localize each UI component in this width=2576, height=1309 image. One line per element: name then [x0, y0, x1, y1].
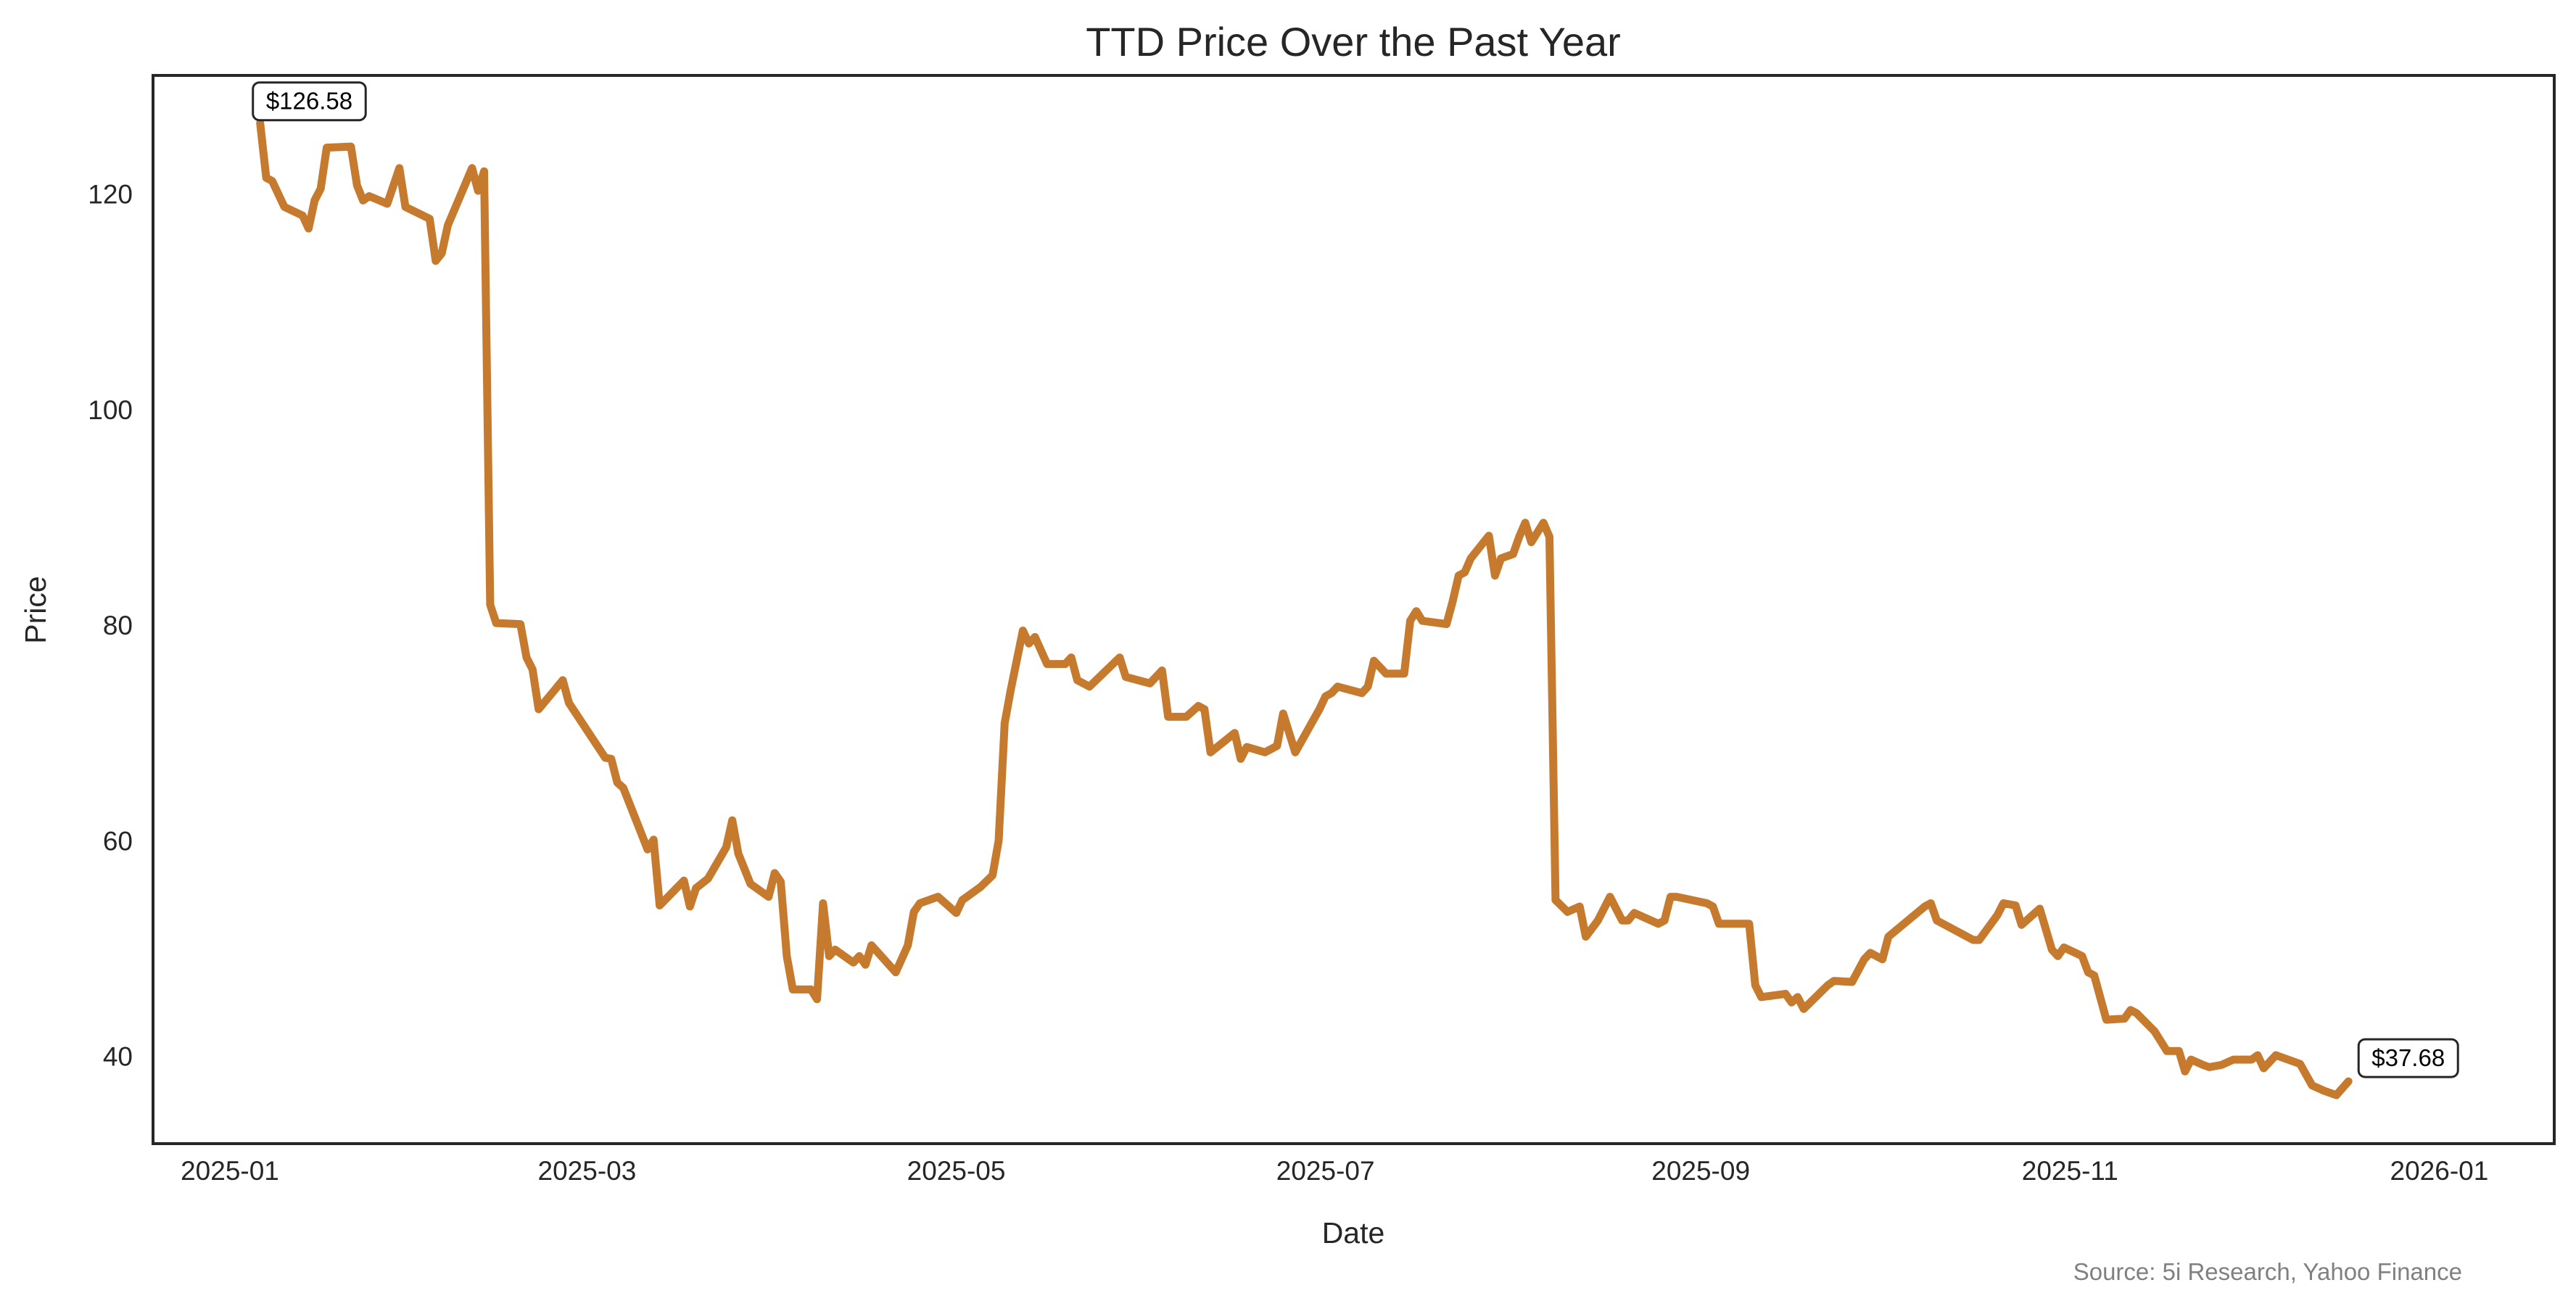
- annotation-end-price: $37.68: [2357, 1038, 2459, 1078]
- x-axis-ticks: 2025-01 2025-03 2025-05 2025-07 2025-09 2025-…: [181, 1156, 2488, 1186]
- y-tick-label: 80: [103, 611, 133, 640]
- x-tick-label: 2025-05: [907, 1156, 1006, 1186]
- chart-title: TTD Price Over the Past Year: [1086, 19, 1621, 65]
- source-note: Source: 5i Research, Yahoo Finance: [2073, 1258, 2462, 1285]
- annotation-label: $37.68: [2371, 1044, 2445, 1071]
- annotation-box: [2357, 1038, 2459, 1078]
- annotations-layer: $126.58 $37.68: [252, 81, 2459, 1078]
- x-tick-label: 2025-09: [1651, 1156, 1750, 1186]
- y-axis-ticks: 40 60 80 100 120: [88, 180, 133, 1072]
- x-tick-label: 2025-07: [1276, 1156, 1375, 1186]
- y-tick-label: 100: [88, 395, 133, 425]
- x-tick-label: 2025-01: [181, 1156, 279, 1186]
- y-tick-label: 60: [103, 826, 133, 856]
- annotation-box: [252, 81, 367, 122]
- annotation-label: $126.58: [266, 88, 352, 115]
- price-line: [256, 119, 2353, 1099]
- plot-frame: [152, 74, 2556, 1145]
- x-tick-label: 2025-03: [538, 1156, 637, 1186]
- x-tick-label: 2025-11: [2022, 1156, 2118, 1186]
- y-tick-label: 120: [88, 180, 133, 210]
- y-axis-label: Price: [19, 576, 52, 643]
- x-tick-label: 2026-01: [2390, 1156, 2489, 1186]
- price-series-layer: [256, 119, 2353, 1099]
- y-tick-label: 40: [103, 1042, 133, 1072]
- x-axis-label: Date: [1322, 1216, 1385, 1250]
- annotation-start-price: $126.58: [252, 81, 367, 122]
